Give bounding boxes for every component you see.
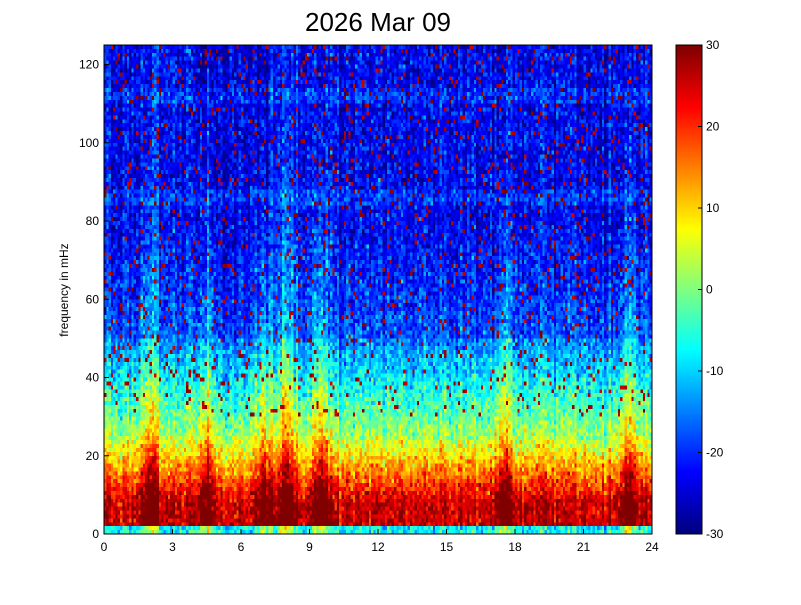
x-axis: 0 3 6 9 12 15 18 21 24 bbox=[101, 529, 659, 554]
y-tick-label: 120 bbox=[79, 58, 99, 72]
y-tick-label: 80 bbox=[86, 214, 100, 228]
colorbar bbox=[676, 45, 702, 534]
x-tick-label: 3 bbox=[169, 540, 176, 554]
colorbar-tick-label: 30 bbox=[706, 38, 720, 52]
y-tick-label: 40 bbox=[86, 371, 100, 385]
y-tick-label: 0 bbox=[92, 527, 99, 541]
colorbar-tick-label: -20 bbox=[706, 446, 724, 460]
x-tick-label: 18 bbox=[508, 540, 522, 554]
y-axis-label: frequency in mHz bbox=[57, 243, 71, 336]
colorbar-axis: 30 20 10 0 -10 -20 -30 bbox=[698, 38, 724, 541]
chart-title: 2026 Mar 09 bbox=[305, 7, 451, 37]
colorbar-tick-label: 10 bbox=[706, 201, 720, 215]
x-tick-label: 21 bbox=[577, 540, 591, 554]
x-tick-label: 9 bbox=[306, 540, 313, 554]
colorbar-tick-label: 0 bbox=[706, 283, 713, 297]
y-tick-label: 100 bbox=[79, 136, 99, 150]
x-tick-label: 24 bbox=[645, 540, 659, 554]
x-tick-label: 12 bbox=[371, 540, 385, 554]
x-tick-label: 15 bbox=[440, 540, 454, 554]
x-tick-label: 6 bbox=[238, 540, 245, 554]
colorbar-tick-label: -30 bbox=[706, 527, 724, 541]
y-axis: 0 20 40 60 80 100 120 bbox=[79, 58, 109, 541]
colorbar-tick-label: 20 bbox=[706, 120, 720, 134]
colorbar-tick-label: -10 bbox=[706, 364, 724, 378]
y-tick-label: 20 bbox=[86, 449, 100, 463]
x-tick-label: 0 bbox=[101, 540, 108, 554]
spectrogram-heatmap bbox=[104, 45, 652, 534]
y-tick-label: 60 bbox=[86, 292, 100, 306]
